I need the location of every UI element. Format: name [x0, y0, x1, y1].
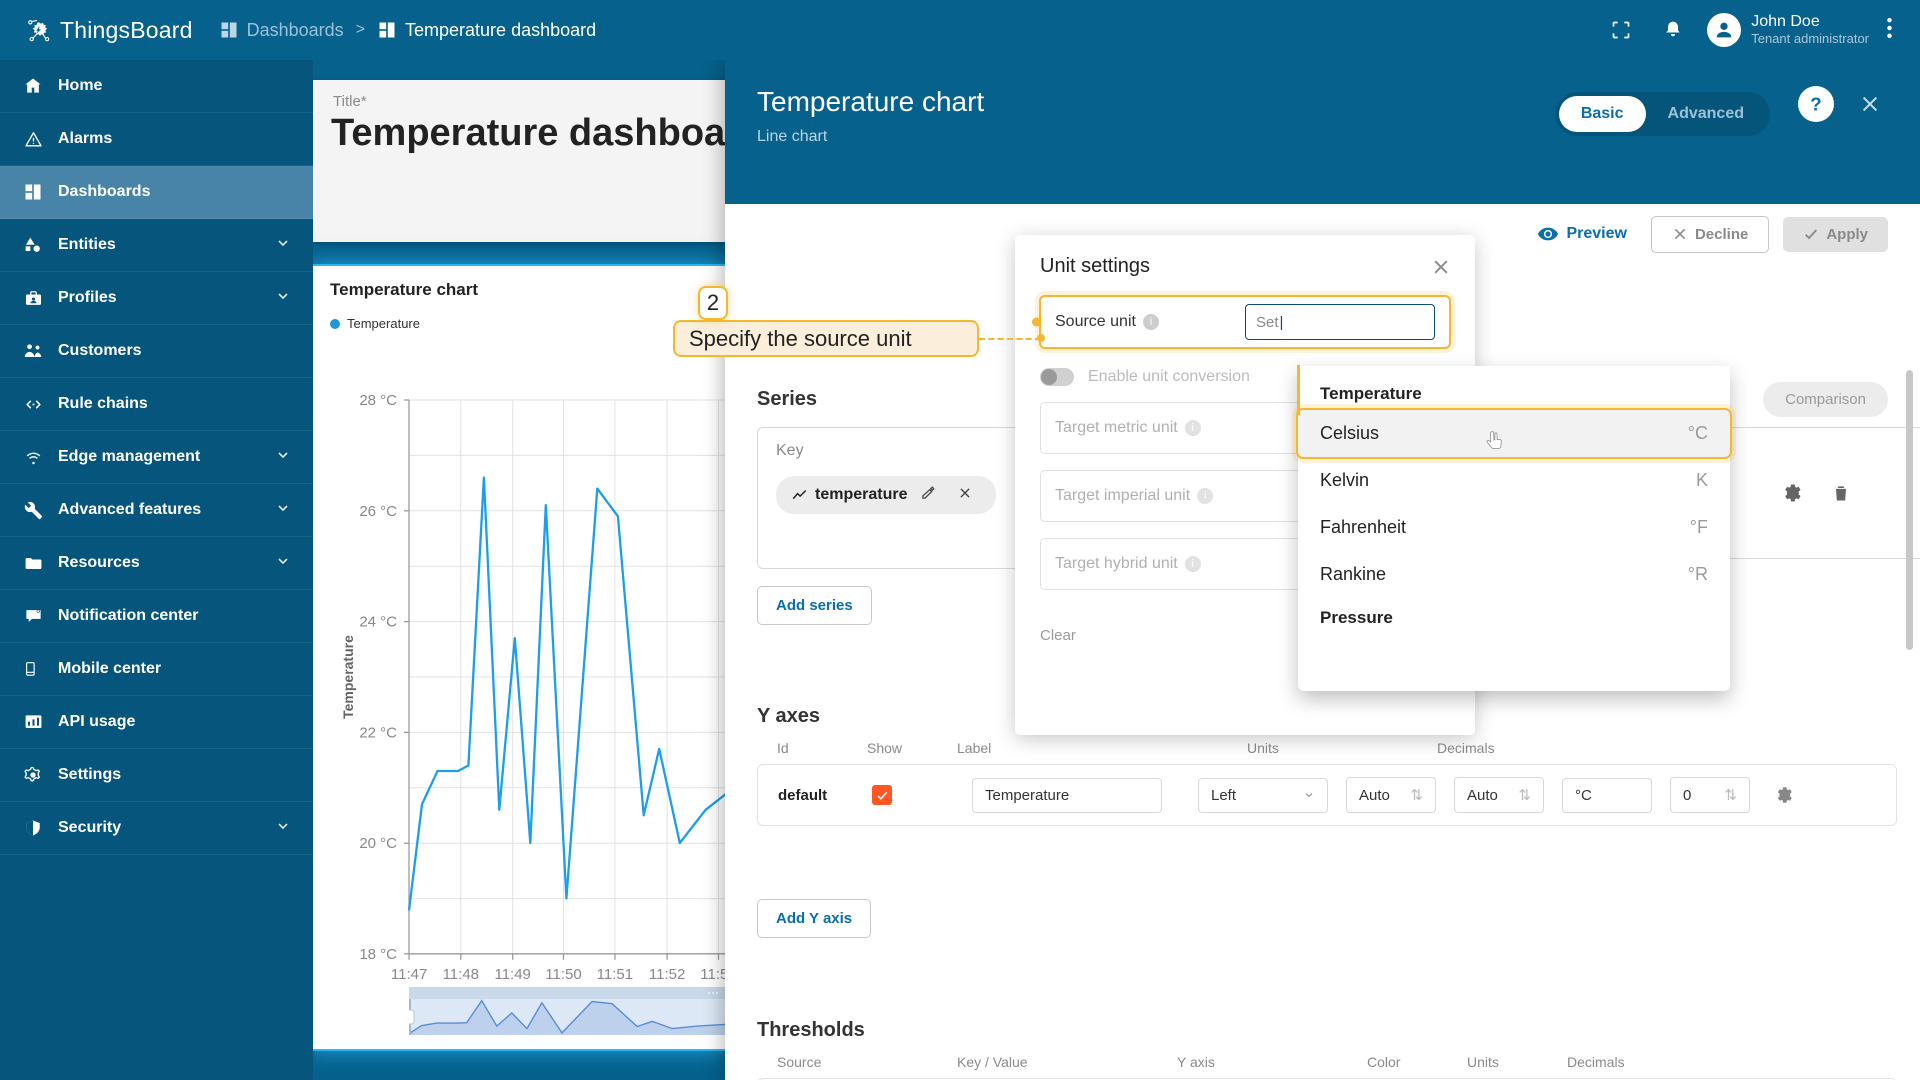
svg-text:11:50: 11:50 [545, 966, 581, 983]
svg-text:26 °C: 26 °C [359, 503, 397, 520]
svg-text:11:53: 11:53 [700, 966, 725, 983]
svg-text:22 °C: 22 °C [359, 724, 397, 741]
svg-text:11:49: 11:49 [494, 966, 530, 983]
svg-text:28 °C: 28 °C [359, 392, 397, 409]
svg-text:11:51: 11:51 [597, 966, 633, 983]
svg-text:11:48: 11:48 [443, 966, 479, 983]
svg-text:18 °C: 18 °C [359, 946, 397, 963]
svg-text:?: ? [1810, 93, 1821, 114]
svg-text:11:47: 11:47 [391, 966, 427, 983]
svg-text:Temperature: Temperature [340, 635, 356, 719]
svg-text:20 °C: 20 °C [359, 835, 397, 852]
svg-text:11:52: 11:52 [649, 966, 685, 983]
svg-text:24 °C: 24 °C [359, 614, 397, 631]
